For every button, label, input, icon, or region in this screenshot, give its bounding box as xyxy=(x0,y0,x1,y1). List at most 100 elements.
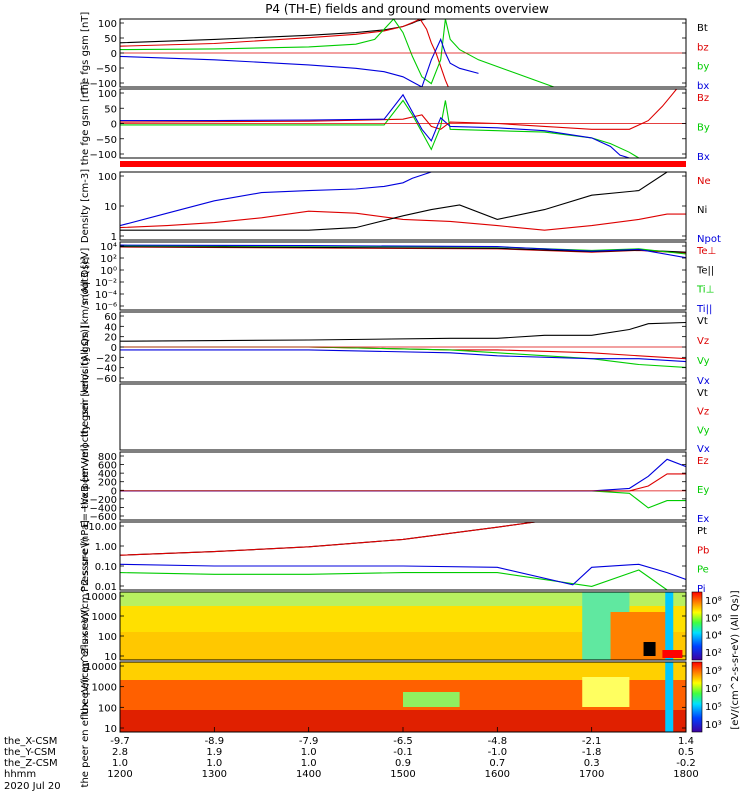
y-axis-label: Pressure [nPa] xyxy=(80,520,91,592)
x-tick-label: 0.5 xyxy=(678,747,694,758)
y-tick-label: 100 xyxy=(98,703,117,714)
legend-pe: Pe xyxy=(697,565,709,576)
series-line-bx xyxy=(120,93,630,158)
y-axis-label: the peir en eflux eV/(cm^2-s-sr-eV) xyxy=(80,537,91,715)
legend-ti⊥: Ti⊥ xyxy=(696,285,714,296)
y-tick-label: −200 xyxy=(90,495,117,506)
y-tick-label: 1000 xyxy=(92,683,117,694)
x-tick-label: 2.8 xyxy=(112,747,128,758)
x-tick-label: 1500 xyxy=(390,769,415,780)
y-tick-label: 1 xyxy=(111,232,117,243)
x-tick-label: 0.3 xyxy=(584,758,600,769)
y-tick-label: 40 xyxy=(104,322,117,333)
y-axis-label: the peer velocity gsm [km/s (All Qs)] xyxy=(80,325,91,509)
legend-ti||: Ti|| xyxy=(696,304,712,315)
series-layer xyxy=(120,172,686,231)
colorbar xyxy=(691,591,703,661)
y-tick-label: 10⁻² xyxy=(95,278,117,289)
panel-3: Ne Ni Npot 100 10 1 Density [cm-3] xyxy=(80,169,721,245)
legend-by: By xyxy=(697,123,710,134)
y-axis-label: the peir velocity gsm [km/s (All Qs)] xyxy=(80,257,91,438)
y-tick-label: 10000 xyxy=(85,592,117,603)
figure-title: P4 (TH-E) fields and ground moments over… xyxy=(265,2,549,16)
y-tick-label: 800 xyxy=(98,452,117,463)
x-tick-label: 1200 xyxy=(107,769,132,780)
legend-vz: Vz xyxy=(697,407,709,418)
spectrogram-band xyxy=(120,662,686,680)
legend-ni: Ni xyxy=(697,205,707,216)
legend-bx: Bx xyxy=(697,152,710,163)
x-row-label: the_X-CSM xyxy=(4,736,57,747)
series-line-vt xyxy=(120,321,686,342)
colorbar-tick-label: 10² xyxy=(705,648,722,659)
x-tick-label: 1.9 xyxy=(206,747,222,758)
spectrogram-band xyxy=(120,592,686,606)
panel-8: Pt Pb Pe Pi 10.00 1.00 0.10 0.01 Pressure [nPa] xyxy=(80,520,709,595)
y-tick-label: 1000 xyxy=(92,612,117,623)
y-tick-label: −40 xyxy=(96,364,117,375)
legend-pb: Pb xyxy=(697,545,709,556)
colorbar-tick-label: 10⁴ xyxy=(705,631,722,642)
panel-frame xyxy=(119,521,687,591)
legend-te⊥: Te⊥ xyxy=(696,246,716,257)
legend-pi: Pi xyxy=(697,584,706,595)
y-tick-label: 10⁴ xyxy=(100,242,117,253)
legend-vx: Vx xyxy=(697,376,710,387)
series-line-ni xyxy=(120,172,686,231)
y-tick-label: −100 xyxy=(90,150,117,161)
x-tick-label: 1.0 xyxy=(301,747,317,758)
legend-by: by xyxy=(697,62,709,73)
legend-te||: Te|| xyxy=(696,265,714,276)
y-tick-label: 0.10 xyxy=(95,562,117,573)
y-tick-label: 20 xyxy=(104,333,117,344)
y-tick-label: 0 xyxy=(111,120,117,131)
y-tick-label: 0.01 xyxy=(95,582,117,593)
x-tick-label: 1400 xyxy=(296,769,321,780)
y-axis-label: the peer en eflux eV/(cm^2-s-sr-eV) xyxy=(80,606,91,787)
x-tick-label: 0.9 xyxy=(395,758,411,769)
y-tick-label: 60 xyxy=(104,312,117,323)
x-tick-label: 1300 xyxy=(202,769,227,780)
colorbar-tick-label: 10⁵ xyxy=(705,702,722,713)
y-tick-label: 200 xyxy=(98,478,117,489)
panel-9: 10⁸ 10⁶ 10⁴ 10² 10000 1000 100 10 the peir en ef… xyxy=(80,537,722,715)
legend-vz: Vz xyxy=(697,336,709,347)
legend-bz: Bz xyxy=(697,93,709,104)
y-tick-label: −600 xyxy=(90,512,117,523)
series-line-pi xyxy=(120,563,686,586)
spectrogram-band xyxy=(403,692,460,707)
x-tick-label: 1.0 xyxy=(206,758,222,769)
x-tick-label: -7.9 xyxy=(299,736,319,747)
colorbar-tick-label: 10⁹ xyxy=(705,666,722,677)
spectrogram-band xyxy=(665,662,674,732)
y-axis-label: the fgs gsm [nT] xyxy=(80,12,91,95)
y-tick-label: 10⁻⁴ xyxy=(95,290,117,301)
series-line-by xyxy=(120,19,555,87)
panel-10: 10⁹ 10⁷ 10⁵ 10³ 10000 1000 100 10 the peer en ef… xyxy=(80,606,722,787)
x-tick-label: -0.1 xyxy=(393,747,413,758)
spectrogram-band xyxy=(582,677,630,707)
legend-ez: Ez xyxy=(697,456,709,467)
x-tick-label: 1800 xyxy=(673,769,698,780)
colorbar-label: [eV/(cm^2-s-sr-eV) (All Qs)] xyxy=(730,590,741,729)
spectrogram-band xyxy=(665,592,674,660)
x-tick-label: -1.0 xyxy=(488,747,508,758)
y-tick-label: 1.00 xyxy=(95,542,117,553)
y-tick-label: −50 xyxy=(96,135,117,146)
x-tick-label: -0.2 xyxy=(676,758,696,769)
x-tick-label: -6.5 xyxy=(393,736,413,747)
legend-ne: Ne xyxy=(697,176,711,187)
y-axis-label: the fge gsm [nT] xyxy=(80,82,91,166)
spectrogram-band xyxy=(662,650,683,658)
y-tick-label: 10.00 xyxy=(88,522,117,533)
series-line-by xyxy=(120,99,649,158)
spectrogram-band xyxy=(643,642,656,656)
series-layer xyxy=(120,244,686,259)
x-tick-label: -9.7 xyxy=(110,736,130,747)
legend-npot: Npot xyxy=(697,234,721,245)
spectrogram-band xyxy=(120,710,686,732)
